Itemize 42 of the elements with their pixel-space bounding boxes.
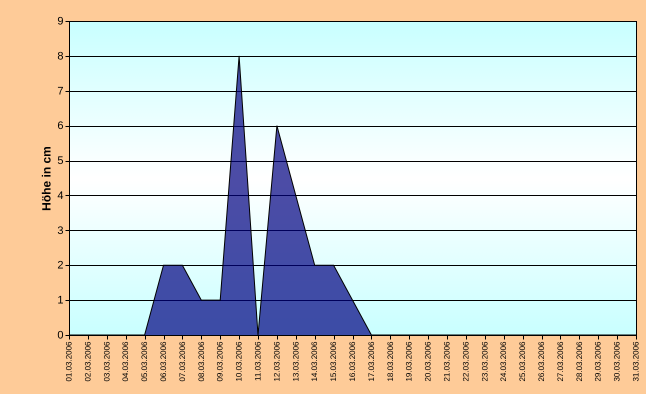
x-tick-label: 03.03.2006 bbox=[102, 340, 112, 382]
x-tick-label: 16.03.2006 bbox=[348, 340, 357, 382]
y-tick-label: 9 bbox=[57, 16, 64, 28]
y-tick-label: 3 bbox=[57, 224, 64, 237]
x-tick-label: 24.03.2006 bbox=[499, 340, 508, 382]
x-tick-label: 17.03.2006 bbox=[366, 340, 376, 382]
y-tick-label: 2 bbox=[57, 260, 64, 272]
x-tick-label: 29.03.2006 bbox=[594, 340, 603, 382]
x-tick-label: 23.03.2006 bbox=[480, 340, 490, 382]
y-tick-label: 4 bbox=[57, 190, 64, 202]
y-tick-label: 6 bbox=[57, 120, 64, 132]
x-tick-label: 28.03.2006 bbox=[574, 340, 584, 382]
x-tick-label: 07.03.2006 bbox=[178, 340, 187, 382]
y-tick-label: 1 bbox=[57, 294, 64, 307]
x-tick-label: 19.03.2006 bbox=[404, 340, 414, 382]
x-tick-label: 13.03.2006 bbox=[291, 340, 300, 382]
x-tick-label: 05.03.2006 bbox=[140, 340, 150, 382]
x-tick-label: 26.03.2006 bbox=[537, 340, 546, 382]
x-tick-label: 15.03.2006 bbox=[329, 340, 338, 382]
x-tick-label: 01.03.2006 bbox=[64, 340, 74, 382]
x-tick-label: 12.03.2006 bbox=[272, 340, 282, 382]
x-tick-label: 30.03.2006 bbox=[612, 340, 622, 382]
x-tick-label: 31.03.2006 bbox=[632, 340, 640, 382]
x-tick-label: 09.03.2006 bbox=[216, 340, 225, 382]
y-axis-title: Höhe in cm bbox=[39, 146, 54, 211]
x-tick-label: 11.03.2006 bbox=[254, 340, 262, 381]
x-tick-label: 04.03.2006 bbox=[121, 340, 130, 382]
y-tick-label: 0 bbox=[57, 330, 64, 342]
x-tick-label: 20.03.2006 bbox=[424, 340, 433, 382]
y-tick-label: 5 bbox=[57, 155, 64, 168]
x-tick-label: 27.03.2006 bbox=[556, 340, 565, 382]
x-tick-label: 02.03.2006 bbox=[83, 340, 92, 382]
x-tick-label: 22.03.2006 bbox=[461, 340, 470, 382]
x-tick-label: 08.03.2006 bbox=[196, 340, 206, 382]
y-tick-label: 8 bbox=[57, 50, 64, 62]
x-tick-label: 14.03.2006 bbox=[310, 340, 320, 382]
x-tick-label: 06.03.2006 bbox=[159, 340, 168, 382]
x-tick-label: 18.03.2006 bbox=[386, 340, 395, 382]
x-tick-label: 25.03.2006 bbox=[518, 340, 528, 382]
y-tick-label: 7 bbox=[57, 85, 64, 98]
x-tick-label: 10.03.2006 bbox=[234, 340, 244, 382]
x-tick-label: 21.03.2006 bbox=[442, 340, 452, 382]
